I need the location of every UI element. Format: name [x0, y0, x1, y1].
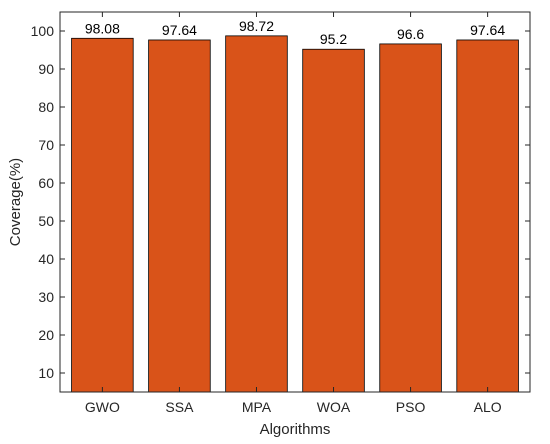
bar-alo	[456, 39, 519, 393]
bars-group	[71, 35, 519, 393]
y-tick-label: 30	[38, 289, 54, 305]
y-tick-label: 90	[38, 61, 54, 77]
data-label-gwo: 98.08	[85, 20, 120, 36]
bar-gwo	[71, 37, 134, 393]
x-axis-title: Algorithms	[260, 421, 331, 438]
axes-box	[59, 11, 531, 393]
bar-mpa	[225, 35, 288, 393]
y-tick-label: 20	[38, 327, 54, 343]
x-tick-label-pso: PSO	[396, 399, 426, 415]
y-tick-label: 80	[38, 99, 54, 115]
y-axis-ticks: 10 20 30 40 50 60 70 80 90 100	[31, 23, 530, 381]
x-tick-label-alo: ALO	[474, 399, 502, 415]
bar-ssa	[148, 39, 211, 393]
data-label-mpa: 98.72	[239, 18, 274, 34]
x-tick-label-woa: WOA	[317, 399, 351, 415]
x-tick-label-ssa: SSA	[165, 399, 194, 415]
x-tick-label-gwo: GWO	[85, 399, 120, 415]
y-tick-label: 40	[38, 251, 54, 267]
y-tick-label: 50	[38, 213, 54, 229]
data-label-alo: 97.64	[470, 22, 505, 38]
data-labels-group: 98.08 97.64 98.72 95.2 96.6 97.64	[85, 18, 505, 47]
data-label-pso: 96.6	[397, 26, 424, 42]
data-label-woa: 95.2	[320, 31, 347, 47]
data-label-ssa: 97.64	[162, 22, 197, 38]
bar-pso	[379, 43, 442, 393]
y-tick-label: 70	[38, 137, 54, 153]
y-tick-label: 60	[38, 175, 54, 191]
bar-woa	[302, 48, 365, 393]
y-axis-title: Coverage(%)	[7, 158, 24, 246]
y-tick-label: 100	[31, 23, 55, 39]
y-tick-label: 10	[38, 365, 54, 381]
x-axis-ticks: GWO SSA MPA WOA PSO ALO	[85, 12, 502, 415]
x-tick-label-mpa: MPA	[242, 399, 272, 415]
